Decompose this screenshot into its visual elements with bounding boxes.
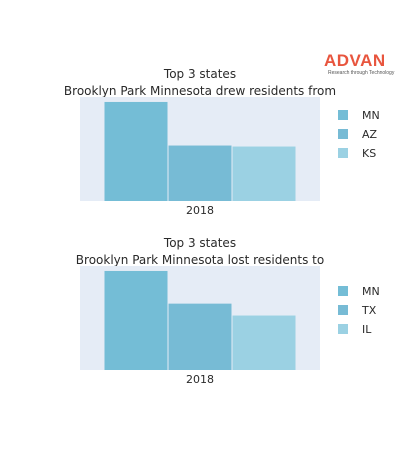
chart-2-title-line-2: Brooklyn Park Minnesota lost residents t… (76, 253, 324, 267)
chart-2-title-line-1: Top 3 states (163, 236, 236, 250)
chart-1-title-line-2: Brooklyn Park Minnesota drew residents f… (64, 84, 336, 98)
chart-2-bar-tx (168, 303, 232, 370)
chart-2-legend-label-mn[interactable]: MN (362, 285, 380, 298)
chart-2-legend-swatch-mn[interactable] (338, 286, 348, 296)
chart-2-bar-mn (104, 270, 168, 370)
chart-1-bar-az (168, 145, 232, 201)
chart-1-legend-swatch-az[interactable] (338, 129, 348, 139)
chart-1-legend-swatch-mn[interactable] (338, 110, 348, 120)
chart-1-bar-mn (104, 101, 168, 201)
logo-tagline: Research through Technology (328, 70, 395, 76)
logo-wordmark: ADVAN (324, 51, 386, 70)
chart-2-legend-swatch-tx[interactable] (338, 305, 348, 315)
chart-1-legend-swatch-ks[interactable] (338, 148, 348, 158)
chart-2-legend-label-il[interactable]: IL (362, 323, 372, 336)
chart-1-legend-label-az[interactable]: AZ (362, 128, 378, 141)
chart-2-legend-swatch-il[interactable] (338, 324, 348, 334)
chart-2-x-tick-label: 2018 (186, 373, 214, 386)
chart-2-bar-il (232, 315, 296, 370)
chart-1-legend-label-ks[interactable]: KS (362, 147, 376, 160)
advan-logo: ADVAN Research through Technology (324, 52, 396, 77)
chart-2-legend-label-tx[interactable]: TX (361, 304, 377, 317)
chart-1-legend-label-mn[interactable]: MN (362, 109, 380, 122)
chart-1-bar-ks (232, 146, 296, 201)
chart-1-title-line-1: Top 3 states (163, 67, 236, 81)
chart-1-x-tick-label: 2018 (186, 204, 214, 217)
